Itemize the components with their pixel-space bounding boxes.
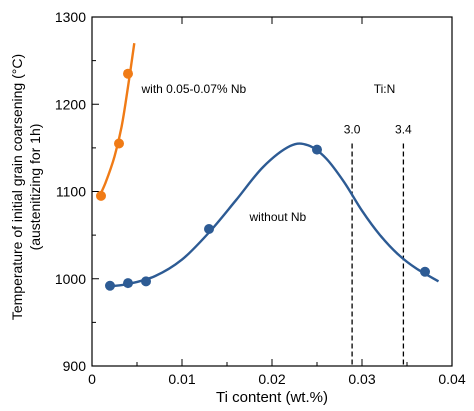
plot-frame — [91, 16, 453, 367]
data-points — [96, 68, 430, 291]
x-tick-label: 0 — [88, 371, 96, 387]
point-without-nb — [204, 224, 214, 235]
curve-without-nb — [105, 142, 440, 288]
x-tick-label: 0.01 — [168, 371, 195, 387]
ti-n-ratio-lines: 3.0 3.4 — [344, 123, 412, 366]
point-without-nb — [123, 278, 133, 289]
ratio-label: 3.0 — [344, 123, 361, 137]
point-with-nb — [123, 68, 133, 79]
annotation-ti-n: Ti:N — [374, 82, 396, 96]
y-axis-label-line1: Temperature of initial grain coarsening … — [9, 54, 25, 320]
x-tick-label: 0.04 — [438, 371, 465, 387]
y-tick-label: 1300 — [55, 9, 86, 25]
y-tick-label: 900 — [63, 358, 87, 374]
point-without-nb — [312, 144, 322, 155]
y-axis-label-line2: (austenitizing for 1h) — [27, 124, 43, 251]
point-with-nb — [114, 138, 124, 149]
annotation-with-nb: with 0.05-0.07% Nb — [141, 82, 247, 96]
point-without-nb — [141, 276, 151, 287]
plot-area — [91, 16, 453, 367]
labels: Ti content (wt.%) Temperature of initial… — [9, 54, 395, 406]
annotation-without-nb: without Nb — [249, 210, 307, 224]
y-tick-label: 1100 — [56, 184, 86, 200]
x-axis-label: Ti content (wt.%) — [216, 389, 328, 406]
curve-with-nb — [97, 43, 136, 200]
y-tick-label: 1000 — [55, 271, 86, 287]
point-without-nb — [420, 266, 430, 277]
point-without-nb — [105, 280, 115, 291]
x-tick-label: 0.03 — [348, 371, 375, 387]
axes: 0 0.01 0.02 0.03 0.04 900 1000 1100 1200 1300 — [55, 9, 466, 387]
fit-curves — [97, 43, 440, 288]
x-tick-label: 0.02 — [258, 371, 285, 387]
y-tick-label: 1200 — [55, 96, 86, 112]
point-with-nb — [96, 190, 106, 201]
ratio-label: 3.4 — [395, 123, 412, 137]
